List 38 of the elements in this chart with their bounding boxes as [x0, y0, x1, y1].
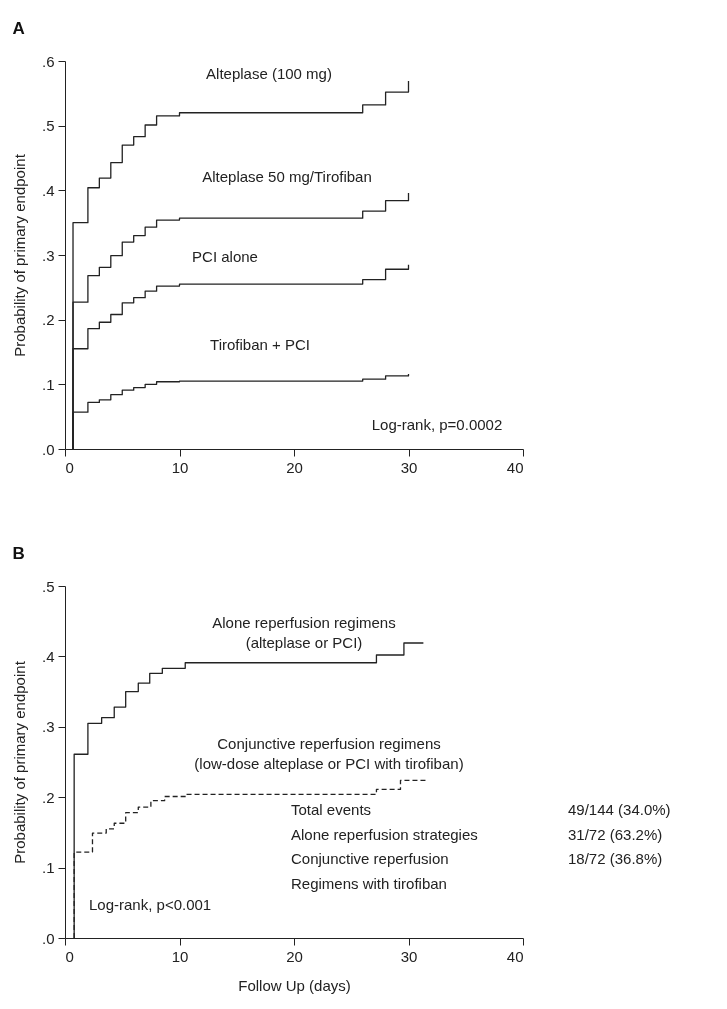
series-label: Alone reperfusion regimens (alteplase or PCI) — [212, 614, 396, 651]
x-tick-label: 10 — [171, 458, 189, 476]
y-tick-label: .3 — [41, 718, 55, 736]
x-tick-label: 40 — [506, 458, 524, 476]
annotation: Log-rank, p=0.0002 — [371, 416, 503, 433]
y-tick-label: .1 — [41, 859, 55, 877]
y-tick-label: .5 — [41, 577, 55, 595]
x-tick-label: 30 — [400, 947, 418, 965]
y-tick-label: .2 — [41, 311, 55, 329]
y-tick-label: .5 — [41, 117, 55, 135]
y-tick-label: .4 — [41, 647, 55, 665]
text: 49/144 (34.0%) 31/72 (63.2%) 18/72 (36.8%) — [568, 801, 671, 867]
y-tick-label: .6 — [41, 52, 55, 70]
y-tick-label: .3 — [41, 246, 55, 264]
y-axis-title: Probability of primary endpoint — [10, 660, 28, 864]
y-tick-label: .1 — [41, 375, 55, 393]
series-label: Conjunctive reperfusion regimens (low-dose alteplase or PCI with tirofiban) — [194, 735, 464, 772]
x-tick-label: 30 — [400, 458, 418, 476]
chart-title: B — [12, 544, 25, 563]
x-tick-label: 20 — [286, 947, 303, 965]
annotation: Log-rank, p<0.001 — [89, 896, 212, 913]
x-tick-label: 20 — [286, 458, 303, 476]
series-label: Tirofiban + PCI — [210, 336, 310, 353]
series-label: PCI alone — [192, 248, 258, 265]
x-tick-label: 0 — [65, 947, 74, 965]
x-tick-label: 10 — [171, 947, 189, 965]
chart-title: A — [12, 19, 25, 38]
annotation: Total events Alone reperfusion strategies Conjunctive reperfusion Regimens with tirofiban — [291, 801, 478, 892]
y-axis-title: Probability of primary endpoint — [10, 153, 28, 357]
text: Alteplase (100 mg) — [206, 65, 332, 82]
x-axis-title: Follow Up (days) — [238, 976, 351, 994]
y-tick-label: .2 — [41, 788, 55, 806]
x-tick-label: 0 — [65, 458, 74, 476]
x-tick-label: 40 — [506, 947, 524, 965]
y-tick-label: .4 — [41, 181, 55, 199]
y-tick-label: .0 — [41, 929, 55, 947]
series-label: Alteplase 50 mg/Tirofiban — [202, 168, 372, 185]
y-tick-label: .0 — [41, 440, 55, 458]
